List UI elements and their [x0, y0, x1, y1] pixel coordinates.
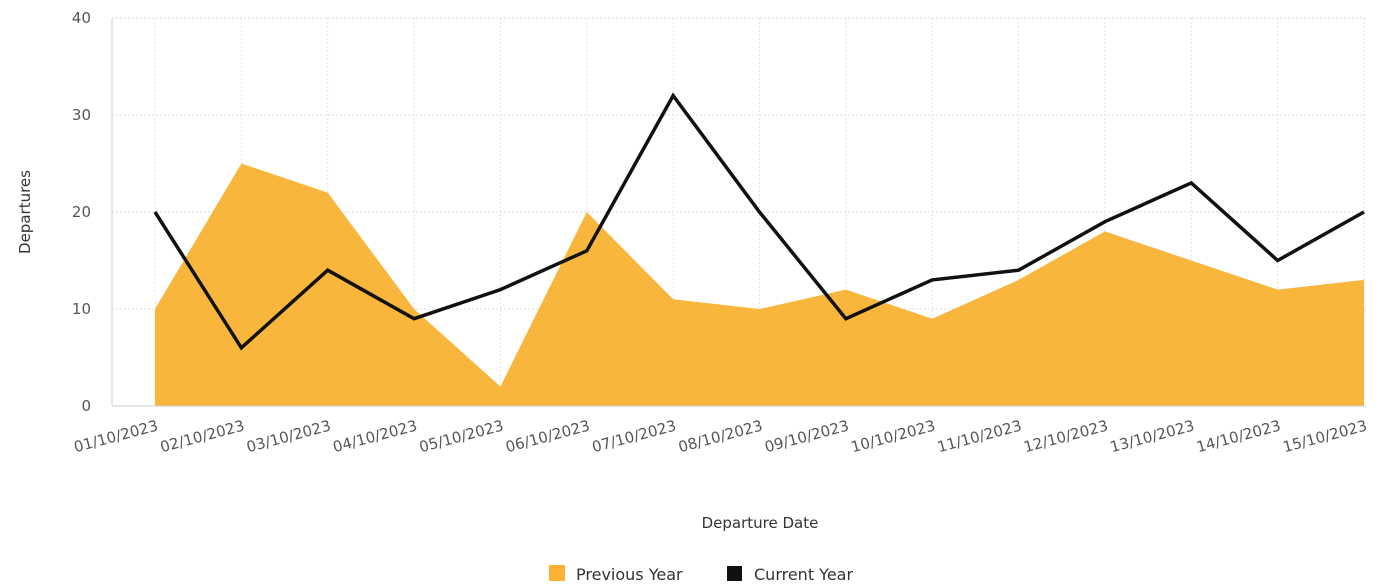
- x-tick-label: 06/10/2023: [504, 416, 592, 456]
- legend-label-current-year[interactable]: Current Year: [754, 565, 853, 584]
- x-tick-label: 03/10/2023: [245, 416, 333, 456]
- axis-layer: [111, 18, 1366, 407]
- y-tick-label: 10: [72, 300, 91, 318]
- x-tick-label: 13/10/2023: [1108, 416, 1196, 456]
- x-tick-label: 09/10/2023: [763, 416, 851, 456]
- x-tick-label: 07/10/2023: [590, 416, 678, 456]
- legend: Previous Year Current Year: [549, 565, 853, 584]
- legend-swatch-current-year[interactable]: [727, 566, 742, 581]
- y-tick-label: 20: [72, 203, 91, 221]
- x-tick-label: 04/10/2023: [331, 416, 419, 456]
- x-tick-label: 02/10/2023: [158, 416, 246, 456]
- x-tick-label: 08/10/2023: [676, 416, 764, 456]
- line-layer: [153, 92, 1365, 351]
- x-tick-label: 10/10/2023: [849, 416, 937, 456]
- y-tick-label: 40: [72, 9, 91, 27]
- x-tick-label: 12/10/2023: [1022, 416, 1110, 456]
- series-line-current-year: [153, 92, 1365, 351]
- area-layer: [155, 163, 1364, 406]
- x-tick-label: 15/10/2023: [1281, 416, 1369, 456]
- y-axis-title: Departures: [16, 170, 34, 254]
- legend-swatch-previous-year[interactable]: [549, 565, 565, 581]
- legend-label-previous-year[interactable]: Previous Year: [576, 565, 683, 584]
- x-tick-label: 01/10/2023: [72, 416, 160, 456]
- y-tick-label: 30: [72, 106, 91, 124]
- x-tick-label: 11/10/2023: [935, 416, 1023, 456]
- x-tick-label: 14/10/2023: [1194, 416, 1282, 456]
- x-axis-title: Departure Date: [702, 514, 819, 532]
- y-tick-label: 0: [81, 397, 91, 415]
- series-area-previous-year: [155, 163, 1364, 406]
- x-tick-label: 05/10/2023: [417, 416, 505, 456]
